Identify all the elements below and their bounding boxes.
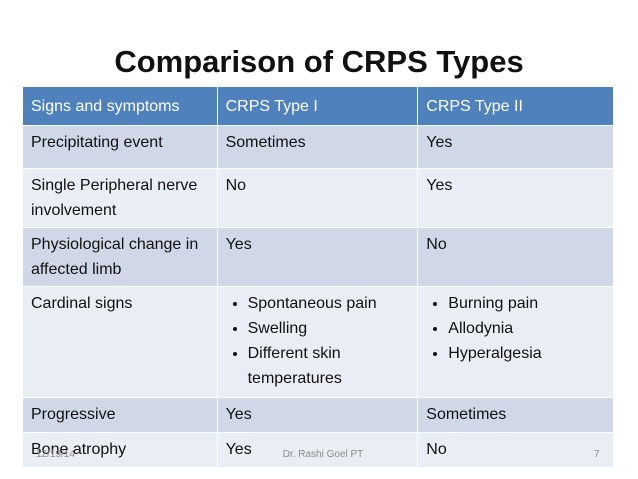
table-row: Bone atrophy Yes No xyxy=(22,432,614,468)
comparison-table: Signs and symptoms CRPS Type I CRPS Type I… xyxy=(22,86,614,468)
table-cell: Physiological change in affected limb xyxy=(22,227,218,287)
table-cell: Bone atrophy xyxy=(22,432,218,468)
bullet-item: Swelling xyxy=(248,316,410,341)
header-cell: Signs and symptoms xyxy=(22,86,218,126)
table-cell: Yes xyxy=(417,125,614,169)
table-row: Single Peripheral nerve involvement No Yes xyxy=(22,168,614,228)
table-cell: Yes xyxy=(417,168,614,228)
table-cell: Spontaneous painSwellingDifferent skin t… xyxy=(216,286,419,398)
bullet-item: Different skin temperatures xyxy=(248,341,410,391)
bullet-item: Allodynia xyxy=(448,316,605,341)
table-cell: Single Peripheral nerve involvement xyxy=(22,168,218,228)
bullet-item: Burning pain xyxy=(448,291,605,316)
table-cell: No xyxy=(216,168,419,228)
table-cell: Precipitating event xyxy=(22,125,218,169)
footer-date: 12/19/14 xyxy=(36,449,75,460)
table-row: Precipitating event Sometimes Yes xyxy=(22,125,614,169)
table-cell: Cardinal signs xyxy=(22,286,218,398)
table-cell: Sometimes xyxy=(216,125,419,169)
header-cell: CRPS Type I xyxy=(216,86,419,126)
table-cell: Yes xyxy=(216,397,419,433)
bullet-item: Spontaneous pain xyxy=(248,291,410,316)
table-row: Physiological change in affected limb Yes… xyxy=(22,227,614,287)
table-cell: Yes xyxy=(216,227,419,287)
bullet-list: Burning painAllodyniaHyperalgesia xyxy=(426,291,605,366)
table-cell: Burning painAllodyniaHyperalgesia xyxy=(417,286,614,398)
table-row: Cardinal signsSpontaneous painSwellingDi… xyxy=(22,286,614,398)
table-cell: Sometimes xyxy=(417,397,614,433)
table-cell: No xyxy=(417,227,614,287)
table-cell: No xyxy=(417,432,614,468)
bullet-item: Hyperalgesia xyxy=(448,341,605,366)
table-cell: Progressive xyxy=(22,397,218,433)
table-row: Progressive Yes Sometimes xyxy=(22,397,614,433)
footer-author: Dr. Rashi Goel PT xyxy=(282,449,364,460)
header-row: Signs and symptoms CRPS Type I CRPS Type I… xyxy=(22,86,614,126)
bullet-list: Spontaneous painSwellingDifferent skin t… xyxy=(226,291,410,391)
slide-title: Comparison of CRPS Types xyxy=(114,44,524,79)
footer-page: 7 xyxy=(594,449,600,460)
header-cell: CRPS Type II xyxy=(417,86,614,126)
